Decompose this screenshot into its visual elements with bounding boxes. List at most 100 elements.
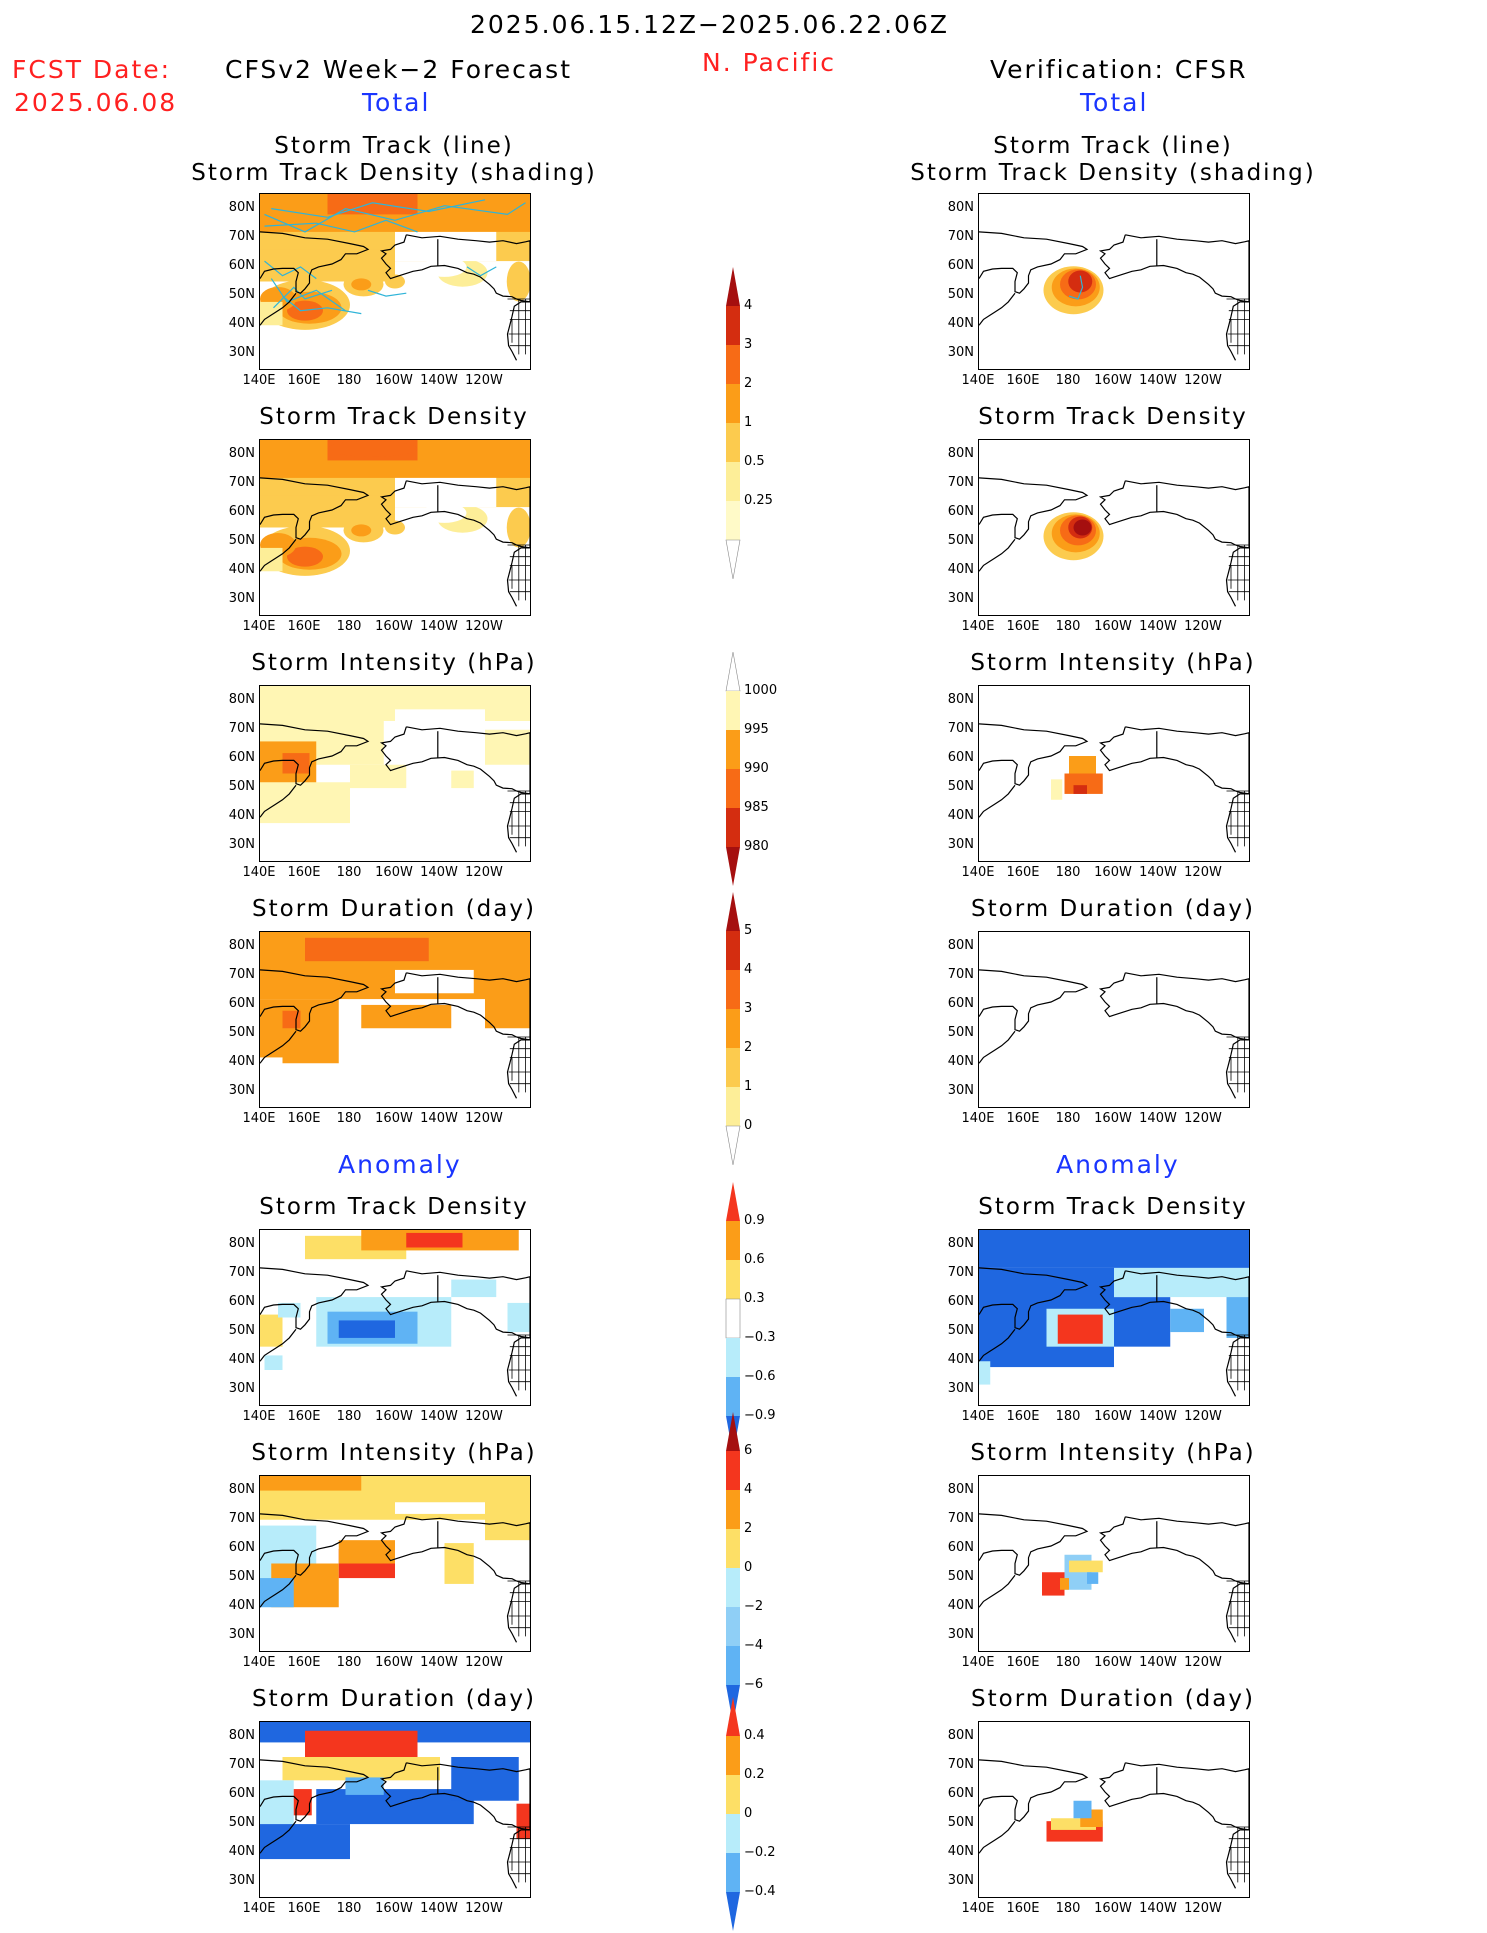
map-right-track: [978, 193, 1250, 370]
coastline: [979, 1267, 1249, 1397]
lat-tick-label: 70N: [228, 1510, 255, 1526]
colorbar-label: −0.6: [744, 1369, 776, 1384]
map-canvas: [260, 1722, 530, 1889]
colorbar-segment: [726, 808, 740, 847]
colorbar-label: −2: [744, 1599, 764, 1614]
storm-track-line: [466, 266, 497, 277]
lon-tick-label: 160E: [287, 1111, 321, 1126]
lon-tick-label: 160W: [1094, 865, 1132, 880]
lat-tick-label: 80N: [228, 691, 255, 707]
colorbar-segment: [726, 1490, 740, 1529]
map-right-anom-density: [978, 1229, 1250, 1406]
lon-tick-label: 120W: [1184, 865, 1222, 880]
lon-tick-label: 180: [336, 1111, 362, 1126]
lon-tick-label: 160W: [375, 865, 413, 880]
colorbar-label: 980: [744, 839, 769, 854]
lon-tick-label: 140W: [1139, 865, 1177, 880]
lat-tick-label: 70N: [228, 474, 255, 490]
lat-tick-label: 30N: [947, 837, 974, 853]
shaded-cell: [260, 782, 350, 824]
shaded-cell: [395, 1502, 485, 1514]
colorbar-segment: [726, 1697, 740, 1736]
colorbar-segment: [726, 1182, 740, 1221]
coastline: [260, 1759, 530, 1889]
lat-tick-label: 80N: [947, 199, 974, 215]
shaded-cell: [451, 1757, 519, 1801]
colorbar-label: −0.3: [744, 1330, 776, 1345]
lon-tick-label: 140W: [1139, 1655, 1177, 1670]
colorbar-label: −0.9: [744, 1408, 776, 1423]
map-right-anom-intensity: [978, 1475, 1250, 1652]
colorbar-label: −6: [744, 1677, 764, 1692]
lon-tick-label: 140E: [961, 1901, 995, 1916]
colorbar-label: −0.4: [744, 1884, 776, 1899]
lon-tick-label: 140E: [961, 1409, 995, 1424]
colorbar-segment: [726, 1607, 740, 1646]
colorbar-segment: [726, 1775, 740, 1814]
colorbar-segment: [725, 1125, 741, 1166]
lat-tick-label: 40N: [947, 1054, 974, 1070]
map-canvas: [260, 194, 530, 361]
lat-tick-label: 80N: [947, 445, 974, 461]
lon-tick-label: 160W: [375, 1111, 413, 1126]
lon-tick-label: 160W: [1094, 1111, 1132, 1126]
lat-tick-label: 70N: [228, 1756, 255, 1772]
lat-tick-label: 70N: [228, 1264, 255, 1280]
colorbar-segment: [726, 1009, 740, 1048]
shaded-area: [327, 440, 418, 457]
region-title: N. Pacific: [702, 48, 837, 77]
left-duration-title: Storm Duration (day): [252, 896, 536, 922]
colorbar-segment: [726, 1412, 740, 1451]
colorbar-segment: [726, 1338, 740, 1377]
lat-tick-label: 50N: [228, 1025, 255, 1041]
lat-tick-label: 70N: [228, 720, 255, 736]
lat-tick-label: 40N: [228, 808, 255, 824]
colorbar-segment: [726, 306, 740, 345]
shaded-cell: [361, 1004, 452, 1029]
lat-tick-label: 50N: [947, 287, 974, 303]
shaded-cell: [260, 1824, 350, 1860]
lat-tick-label: 80N: [947, 1235, 974, 1251]
storm-track-line: [367, 289, 407, 297]
lat-tick-label: 60N: [228, 1785, 255, 1801]
lat-tick-label: 40N: [947, 1598, 974, 1614]
shaded-cell: [345, 1777, 384, 1795]
lon-tick-label: 160E: [1006, 373, 1040, 388]
map-left-track: [259, 193, 531, 370]
map-canvas: [979, 231, 1249, 361]
lat-tick-label: 70N: [947, 1264, 974, 1280]
map-right-anom-duration: [978, 1721, 1250, 1898]
map-canvas: [260, 932, 530, 1099]
coastline: [979, 231, 1249, 361]
lat-tick-label: 30N: [228, 1627, 255, 1643]
shaded-cell: [293, 1789, 312, 1816]
shaded-area: [506, 507, 530, 548]
coastline: [979, 1513, 1249, 1643]
map-canvas: [260, 440, 530, 607]
lon-tick-label: 120W: [1184, 1409, 1222, 1424]
colorbar-label: 0.2: [744, 1767, 765, 1782]
colorbar-segment: [726, 1377, 740, 1416]
lon-tick-label: 160W: [1094, 373, 1132, 388]
lon-tick-label: 140E: [242, 1409, 276, 1424]
right-duration-title: Storm Duration (day): [971, 896, 1255, 922]
colorbar-label: 6: [744, 1443, 753, 1458]
lon-tick-label: 120W: [465, 865, 503, 880]
lat-tick-label: 70N: [947, 1756, 974, 1772]
colorbar-label: 4: [744, 1482, 753, 1497]
colorbar-segment: [725, 651, 741, 692]
colorbar-segment: [726, 769, 740, 808]
lat-tick-label: 30N: [947, 591, 974, 607]
shaded-cell: [395, 477, 497, 508]
lat-tick-label: 50N: [228, 1815, 255, 1831]
lon-tick-label: 160W: [375, 1409, 413, 1424]
colorbar-segment: [726, 345, 740, 384]
lat-tick-label: 30N: [228, 1381, 255, 1397]
left-anom-intensity-title: Storm Intensity (hPa): [251, 1440, 537, 1466]
left-anom-density-title: Storm Track Density: [259, 1194, 529, 1220]
colorbar-label: 2: [744, 1040, 753, 1055]
lon-tick-label: 140E: [242, 1111, 276, 1126]
lon-tick-label: 120W: [465, 1901, 503, 1916]
lat-tick-label: 60N: [947, 995, 974, 1011]
coastline: [260, 969, 530, 1099]
